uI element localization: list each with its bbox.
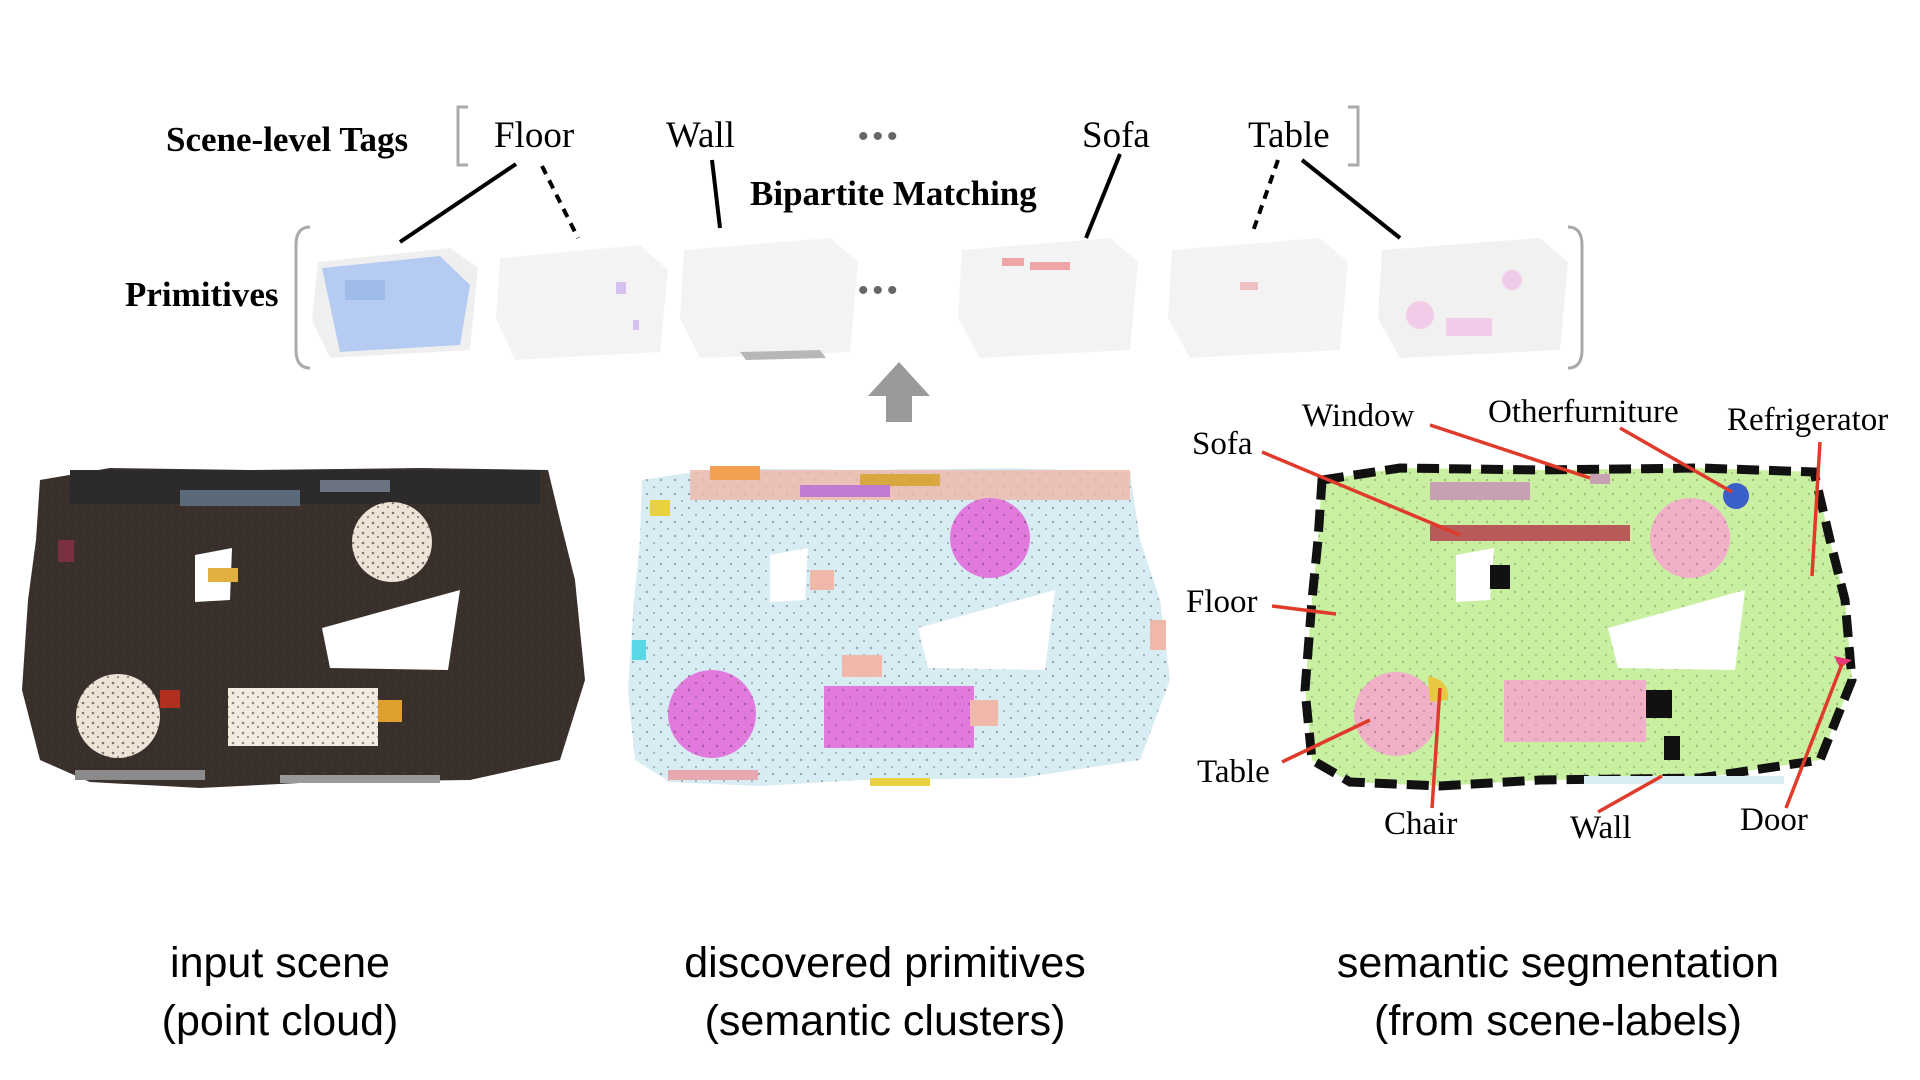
bipartite-matching-label: Bipartite Matching — [750, 174, 1037, 213]
caption-primitives-line2: (semantic clusters) — [704, 997, 1066, 1045]
seg-label-floor: Floor — [1186, 584, 1258, 620]
tags-ellipsis: ••• — [858, 120, 902, 153]
primitive-thumb-2 — [496, 245, 668, 360]
semantic-segmentation-map — [1300, 463, 1857, 791]
seg-label-door: Door — [1740, 802, 1808, 838]
match-line-sofa — [1084, 153, 1122, 239]
seg-label-table: Table — [1197, 754, 1270, 790]
caption-input-scene: input scene (point cloud) — [0, 934, 560, 1050]
primitive-thumb-5 — [1168, 238, 1348, 358]
seg-label-wall: Wall — [1570, 810, 1632, 846]
primitive-thumb-6 — [1378, 238, 1568, 358]
primitives-label: Primitives — [125, 275, 279, 314]
input-scene-pointcloud — [22, 468, 585, 788]
caption-segmentation-line2: (from scene-labels) — [1374, 997, 1742, 1045]
seg-label-refrigerator: Refrigerator — [1727, 402, 1889, 438]
match-line-floor-dashed — [540, 165, 580, 239]
caption-segmentation-line1: semantic segmentation — [1336, 939, 1780, 987]
match-line-table-dashed — [1250, 159, 1280, 235]
tag-sofa: Sofa — [1082, 115, 1150, 156]
tag-floor: Floor — [494, 115, 575, 156]
match-line-wall — [710, 159, 722, 229]
tags-bracket-right — [1348, 105, 1360, 167]
caption-primitives: discovered primitives (semantic clusters… — [605, 934, 1165, 1050]
primitives-bracket-left — [294, 225, 311, 370]
caption-segmentation: semantic segmentation (from scene-labels… — [1278, 934, 1838, 1050]
up-arrow — [868, 362, 930, 422]
primitives-clusters — [628, 466, 1170, 786]
seg-label-otherfurniture: Otherfurniture — [1488, 394, 1679, 430]
tags-bracket-left — [456, 105, 468, 167]
seg-label-window: Window — [1302, 398, 1415, 434]
tag-table: Table — [1248, 115, 1330, 156]
primitive-thumb-1 — [312, 248, 478, 358]
scene-level-tags-label: Scene-level Tags — [166, 120, 409, 159]
primitive-thumb-4 — [958, 238, 1138, 358]
caption-primitives-line1: discovered primitives — [684, 939, 1086, 987]
segmentation-leader-lines — [1261, 423, 1844, 814]
seg-label-sofa: Sofa — [1192, 426, 1253, 462]
primitive-thumb-3 — [680, 238, 858, 360]
caption-input-line1: input scene — [170, 939, 390, 987]
tag-wall: Wall — [666, 115, 735, 156]
primitives-ellipsis: ••• — [858, 274, 902, 307]
match-line-floor-solid — [398, 162, 518, 244]
match-line-table-solid — [1300, 158, 1402, 240]
caption-input-line2: (point cloud) — [161, 997, 399, 1045]
primitives-bracket-right — [1567, 225, 1584, 370]
seg-label-chair: Chair — [1384, 806, 1458, 842]
